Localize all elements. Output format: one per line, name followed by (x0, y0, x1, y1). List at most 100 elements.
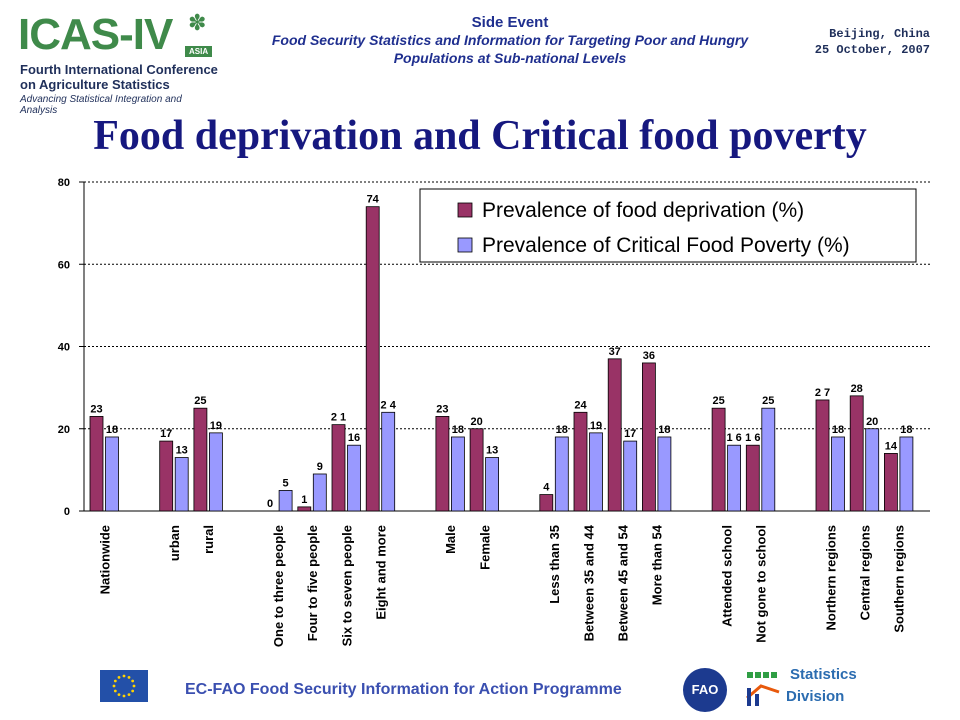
category-label: Four to five people (305, 525, 320, 641)
location-date: Beijing, China 25 October, 2007 (815, 26, 930, 58)
bar (761, 407, 776, 512)
bar (105, 436, 119, 512)
bar (884, 453, 898, 512)
data-label: 37 (609, 346, 621, 358)
bar (469, 428, 484, 512)
bar (727, 444, 741, 512)
date: 25 October, 2007 (814, 43, 930, 57)
legend-swatch (457, 202, 473, 218)
data-label: 1 (301, 494, 307, 506)
data-label: 20 (866, 416, 878, 428)
logo-line2: on Agriculture Statistics (20, 77, 170, 92)
category-label: One to three people (271, 525, 286, 647)
eu-star (131, 689, 135, 693)
icas-logo: ICAS-IV ✽ ASIA Fourth International Conf… (18, 10, 218, 116)
data-label: 28 (851, 383, 863, 395)
bar (174, 457, 189, 512)
data-label: 0 (267, 498, 273, 510)
bar (865, 428, 880, 512)
logo-badge: ASIA (185, 46, 213, 57)
bar (573, 411, 588, 512)
bar (589, 432, 603, 512)
data-label: 13 (486, 445, 498, 457)
bar (745, 444, 760, 512)
data-label: 18 (452, 424, 464, 436)
category-label: Nationwide (97, 525, 112, 594)
y-tick-label: 60 (58, 259, 70, 271)
data-label: 13 (176, 445, 188, 457)
category-label: More than 54 (650, 524, 665, 605)
fao-logo: FAO (683, 668, 727, 712)
bar (312, 473, 327, 512)
bar (642, 362, 656, 512)
legend-box (419, 188, 917, 263)
data-label: 23 (436, 403, 448, 415)
eu-star (117, 675, 121, 679)
data-label: 18 (106, 424, 118, 436)
category-label: Female (477, 525, 492, 570)
bar (331, 424, 346, 512)
programme-name: EC-FAO Food Security Information for Act… (185, 681, 622, 698)
bar (347, 444, 361, 512)
division-label: Division (786, 688, 845, 705)
category-label: Not gone to school (754, 525, 769, 643)
bar (365, 206, 380, 512)
side-event-subtitle-2: Populations at Sub-national Levels (393, 50, 627, 66)
slide-title: Food deprivation and Critical food pover… (93, 113, 867, 159)
bar (711, 407, 726, 512)
logo-tagline: Advancing Statistical Integration and An… (20, 94, 182, 116)
data-label: 14 (885, 440, 898, 452)
legend-swatch (457, 237, 473, 253)
data-label: 5 (283, 477, 289, 489)
bar (485, 457, 500, 512)
category-label: rural (201, 525, 216, 554)
data-label: 18 (832, 424, 844, 436)
data-label: 9 (317, 461, 323, 473)
data-label: 2 7 (815, 387, 830, 399)
bar (278, 490, 293, 512)
bar (208, 432, 223, 512)
eu-star (117, 693, 121, 697)
data-label: 17 (624, 428, 636, 440)
category-label: urban (167, 525, 182, 561)
eu-star (132, 684, 136, 688)
y-tick-label: 0 (64, 506, 70, 518)
eu-star (127, 693, 131, 697)
bar (554, 436, 569, 512)
eu-star (113, 679, 117, 683)
legend-label: Prevalence of food deprivation (%) (482, 199, 804, 222)
data-label: 16 (348, 432, 360, 444)
y-tick-label: 40 (58, 342, 70, 354)
side-event-subtitle-1: Food Security Statistics and Information… (271, 32, 749, 48)
bar (657, 436, 672, 512)
bar (815, 399, 830, 512)
category-label: Southern regions (892, 525, 907, 633)
side-event-header: Side Event Food Security Statistics and … (240, 14, 780, 67)
bar (849, 395, 864, 512)
bar (450, 436, 465, 512)
eu-star (112, 684, 116, 688)
data-label: 25 (762, 395, 774, 407)
eu-stars (112, 674, 136, 698)
category-label: Central regions (857, 525, 872, 620)
data-label: 74 (367, 194, 380, 206)
data-label: 18 (556, 424, 568, 436)
y-tick-label: 80 (58, 177, 70, 189)
data-label: 19 (210, 420, 222, 432)
data-label: 25 (194, 395, 206, 407)
statistics-label: Statistics (790, 666, 857, 683)
category-label: Male (443, 525, 458, 554)
leaf-icon: ✽ (188, 10, 207, 35)
data-label: 19 (590, 420, 602, 432)
legend-label: Prevalence of Critical Food Poverty (%) (482, 234, 850, 257)
data-label: 20 (470, 416, 482, 428)
data-label: 1 6 (726, 432, 741, 444)
eu-star (131, 679, 135, 683)
category-label: Northern regions (823, 525, 838, 630)
location: Beijing, China (829, 27, 930, 41)
data-label: 4 (543, 482, 550, 494)
category-label: Six to seven people (339, 525, 354, 646)
logo-line1: Fourth International Conference (20, 62, 218, 77)
bar (297, 506, 312, 512)
data-label: 1 6 (745, 432, 760, 444)
